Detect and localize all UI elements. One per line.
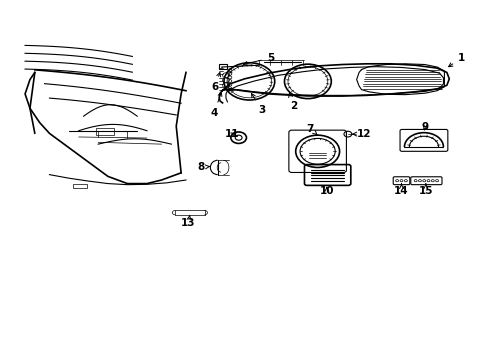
Text: 1: 1: [447, 53, 464, 67]
Text: 2: 2: [288, 93, 296, 112]
Text: 7: 7: [306, 124, 316, 135]
Text: 4: 4: [210, 92, 222, 118]
Text: 11: 11: [224, 130, 239, 139]
Text: 12: 12: [352, 129, 370, 139]
Text: 6: 6: [211, 72, 220, 92]
Text: 5: 5: [243, 53, 273, 66]
Text: 8: 8: [197, 162, 209, 172]
Text: 13: 13: [181, 215, 195, 228]
Text: 10: 10: [319, 186, 333, 196]
Text: 9: 9: [421, 122, 427, 132]
Text: 3: 3: [251, 94, 265, 115]
Text: 15: 15: [418, 184, 432, 197]
Text: 14: 14: [393, 184, 408, 197]
